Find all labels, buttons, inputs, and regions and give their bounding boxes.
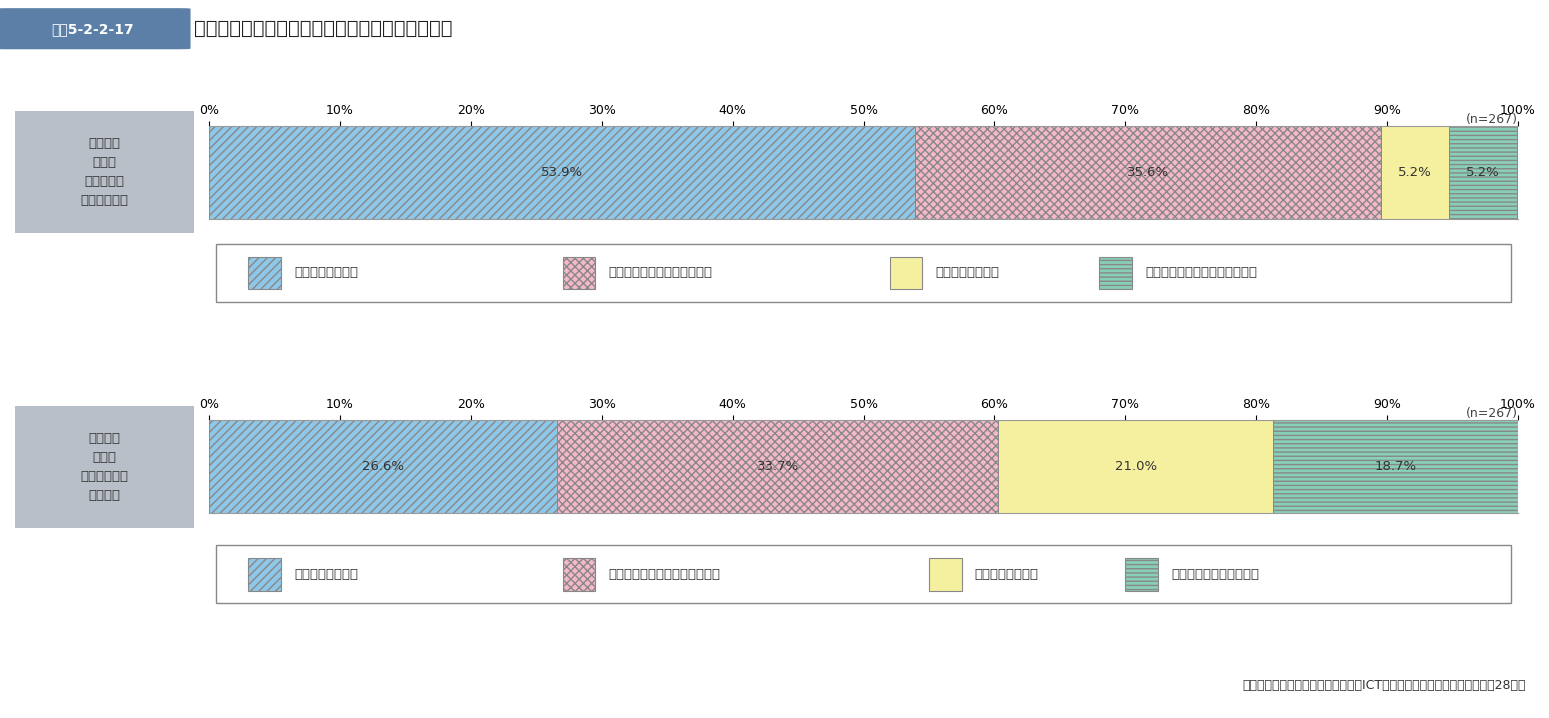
FancyBboxPatch shape [929, 559, 962, 590]
Text: 利用できなかった: 利用できなかった [936, 266, 999, 279]
Text: 5.2%: 5.2% [1465, 166, 1499, 179]
FancyBboxPatch shape [12, 109, 197, 236]
Bar [558, 420, 999, 513]
Text: （出典）総務省「熊本地震におけるICT利活用状況に関する調査」（平成28年）: （出典）総務省「熊本地震におけるICT利活用状況に関する調査」（平成28年） [1242, 679, 1526, 692]
FancyBboxPatch shape [889, 257, 923, 289]
FancyBboxPatch shape [12, 404, 197, 530]
Text: 図表5-2-2-17: 図表5-2-2-17 [51, 22, 135, 36]
Text: (n=267): (n=267) [1465, 113, 1518, 126]
Text: 通信サービスを利用しなかった: 通信サービスを利用しなかった [1145, 266, 1256, 279]
Text: 避難所に
おける
携帯電話の
利用可否状況: 避難所に おける 携帯電話の 利用可否状況 [81, 137, 129, 208]
Bar [999, 420, 1273, 513]
Text: 避難所における携帯電話の利用可否・充電の状況: 避難所における携帯電話の利用可否・充電の状況 [194, 19, 452, 38]
Text: 5.2%: 5.2% [1397, 166, 1431, 179]
Text: 26.6%: 26.6% [362, 460, 404, 473]
FancyBboxPatch shape [248, 559, 280, 590]
Text: 充電できなかった: 充電できなかった [974, 568, 1039, 581]
FancyBboxPatch shape [248, 257, 280, 289]
FancyBboxPatch shape [1125, 559, 1159, 590]
Bar [914, 126, 1380, 219]
Text: 21.0%: 21.0% [1115, 460, 1157, 473]
Text: すぐに利用できた: すぐに利用できた [294, 266, 358, 279]
Text: (n=267): (n=267) [1465, 407, 1518, 420]
FancyBboxPatch shape [562, 257, 595, 289]
FancyBboxPatch shape [0, 8, 191, 50]
Text: 53.9%: 53.9% [541, 166, 582, 179]
Text: 避難所に
おける
携帯電話等の
充電状況: 避難所に おける 携帯電話等の 充電状況 [81, 432, 129, 502]
Text: 不十分ではあったが充電できた: 不十分ではあったが充電できた [609, 568, 720, 581]
Text: 35.6%: 35.6% [1126, 166, 1168, 179]
Text: 18.7%: 18.7% [1374, 460, 1417, 473]
Bar [1273, 420, 1518, 513]
Text: 33.7%: 33.7% [757, 460, 799, 473]
Bar [209, 420, 558, 513]
FancyBboxPatch shape [1100, 257, 1132, 289]
Bar [1380, 126, 1448, 219]
FancyBboxPatch shape [562, 559, 595, 590]
Text: 十分に充電できた: 十分に充電できた [294, 568, 358, 581]
Text: 時間がかかったが利用できた: 時間がかかったが利用できた [609, 266, 713, 279]
Text: 充電しようとしなかった: 充電しようとしなかった [1171, 568, 1259, 581]
Bar [209, 126, 914, 219]
Bar [1448, 126, 1516, 219]
